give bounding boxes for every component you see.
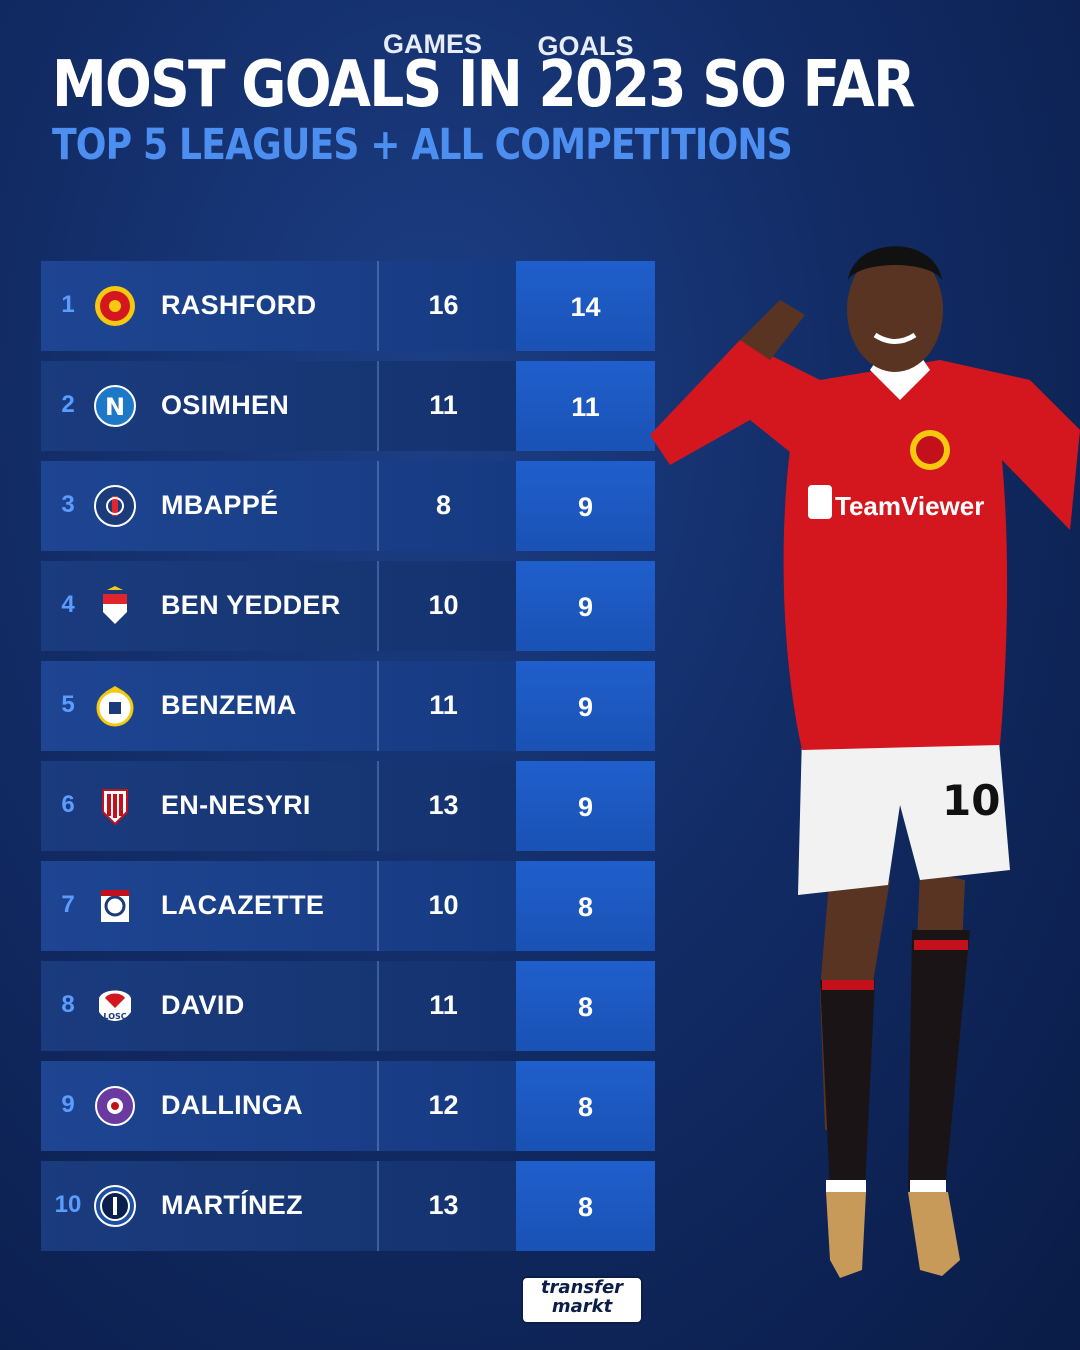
games-value: 11 [429,390,458,420]
table-row: 4 BEN YEDDER 10 9 [41,561,655,651]
table-row: 3 MBAPPÉ 8 9 [41,461,655,551]
rank-number: 7 [61,891,75,918]
goals-cell-background [516,661,655,751]
monaco-crest-icon [103,586,127,624]
games-value: 11 [429,690,458,720]
player-name: RASHFORD [161,290,317,320]
column-divider [377,461,379,551]
svg-text:N: N [105,393,125,421]
page-subtitle: TOP 5 LEAGUES + ALL COMPETITIONS [52,120,793,170]
games-value: 13 [428,1190,459,1220]
manchester-united-crest-icon [95,286,135,326]
rank-number: 9 [61,1091,75,1118]
goals-value: 8 [577,1092,594,1122]
games-value: 12 [428,1090,459,1120]
player-name: DALLINGA [161,1090,303,1120]
goals-cell-background [516,461,655,551]
rank-number: 5 [61,691,75,718]
goals-value: 9 [577,492,594,522]
goals-value: 8 [577,892,594,922]
goals-cell-background [516,861,655,951]
goals-cell-background [516,1061,655,1151]
goals-cell-background [516,261,655,351]
column-divider [377,261,379,351]
goals-cell-background [516,1161,655,1251]
goals-value: 11 [571,392,600,422]
column-divider [377,561,379,651]
column-divider [377,761,379,851]
psg-crest-icon [94,485,136,527]
player-name: BENZEMA [161,690,297,720]
table-row: 2 N OSIMHEN 11 11 [41,361,655,451]
table-row: 6 EN-NESYRI 13 9 [41,761,655,851]
player-name: LACAZETTE [161,890,325,920]
player-image: 10 TeamViewer [650,246,1080,1278]
goals-value: 9 [577,692,594,722]
rank-number: 3 [61,491,75,518]
goals-cell-background [516,961,655,1051]
goals-value: 8 [577,1192,594,1222]
games-value: 11 [429,990,458,1020]
player-name: EN-NESYRI [161,790,311,820]
column-divider [377,1061,379,1151]
goals-value: 9 [577,792,594,822]
rank-number: 4 [61,591,75,618]
goals-value: 9 [577,592,594,622]
column-divider [377,861,379,951]
page-title: MOST GOALS IN 2023 SO FAR [52,48,915,122]
rank-number: 8 [61,991,75,1018]
svg-text:10: 10 [942,776,1000,825]
column-divider [377,961,379,1051]
column-divider [377,1161,379,1251]
goals-cell-background [516,761,655,851]
sevilla-crest-icon [102,789,128,826]
games-value: 16 [428,290,459,320]
goals-column-header: GOALS [537,31,634,61]
toulouse-crest-icon [95,1086,135,1126]
rank-number: 10 [54,1191,82,1218]
transfermarkt-logo: transfer markt [521,1276,643,1324]
rank-number: 2 [61,391,75,418]
rank-number: 1 [61,291,75,318]
svg-text:LOSC: LOSC [103,1012,126,1021]
column-divider [377,661,379,751]
table-row: 8 LOSC DAVID 11 8 [41,961,655,1051]
table-row: 9 DALLINGA 12 8 [41,1061,655,1151]
svg-text:TeamViewer: TeamViewer [835,491,984,521]
lyon-crest-icon [101,890,129,922]
table-row: 7 LACAZETTE 10 8 [41,861,655,951]
player-name: MARTÍNEZ [161,1190,303,1220]
column-divider [377,361,379,451]
player-name: DAVID [161,990,245,1020]
goals-cell-background [516,561,655,651]
goals-value: 14 [570,292,601,322]
games-value: 8 [435,490,452,520]
table-row: 10 MARTÍNEZ 13 8 [41,1161,655,1251]
real-madrid-crest-icon [96,686,134,727]
logo-line-1: transfer [540,1277,624,1298]
player-name: MBAPPÉ [161,490,279,520]
napoli-crest-icon: N [94,385,136,427]
games-column-header: GAMES [382,29,482,59]
goals-value: 8 [577,992,594,1022]
inter-crest-icon [94,1185,136,1227]
games-value: 13 [428,790,459,820]
lille-crest-icon: LOSC [99,990,131,1021]
goals-cell-background [516,361,655,451]
table-row: 1 RASHFORD 16 14 [41,261,655,351]
games-value: 10 [428,890,459,920]
games-value: 10 [428,590,459,620]
rank-number: 6 [61,791,75,818]
table-row: 5 BENZEMA 11 9 [41,661,655,751]
player-name: OSIMHEN [161,390,290,420]
player-name: BEN YEDDER [161,590,341,620]
logo-line-2: markt [551,1296,613,1317]
